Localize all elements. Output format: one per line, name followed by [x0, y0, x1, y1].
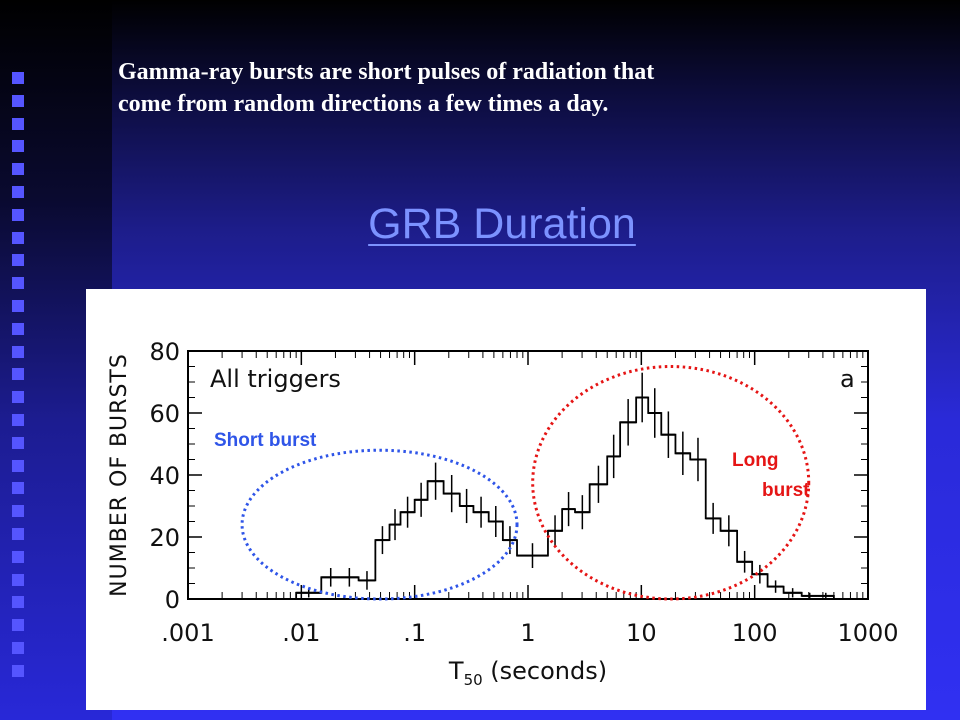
slide-title-text: GRB Duration: [368, 200, 636, 248]
y-tick-label: 20: [149, 524, 180, 552]
decorative-square: [12, 619, 24, 632]
chart-panel: .001 .01 .1 1 10 100 1000 0 20 40 60 80 All triggers…: [86, 289, 926, 710]
decorative-square: [12, 94, 24, 107]
long-burst-ellipse: [531, 365, 811, 601]
highlight-layer: [240, 365, 811, 601]
histogram-bar: [276, 598, 297, 600]
decorative-square: [12, 482, 24, 495]
x-tick-label: .01: [282, 619, 320, 647]
decorative-square: [12, 642, 24, 654]
histogram-bar: [211, 598, 257, 600]
decorative-square: [12, 596, 24, 609]
axes-layer: [187, 350, 869, 600]
decorative-square: [12, 254, 24, 267]
decorative-square: [12, 664, 24, 677]
x-axis-label: T50 (seconds): [448, 657, 607, 689]
short-burst-label: Short burst: [214, 430, 317, 451]
x-tick-label: 100: [732, 619, 778, 647]
histogram-layer: [188, 396, 851, 600]
histogram-bar: [188, 598, 212, 600]
decorative-square: [12, 163, 24, 176]
long-burst-label-line1: Long: [732, 450, 778, 471]
decorative-square: [12, 300, 24, 312]
decorative-square: [12, 391, 24, 404]
decorative-square: [12, 117, 24, 130]
decorative-square: [12, 436, 24, 449]
x-tick-label: 10: [626, 619, 657, 647]
y-tick-label: 80: [149, 338, 180, 366]
decorative-square: [12, 277, 24, 290]
grb-duration-histogram: .001 .01 .1 1 10 100 1000 0 20 40 60 80 All triggers…: [107, 338, 899, 689]
y-tick-label: 60: [149, 400, 180, 428]
x-tick-label: 1: [520, 619, 535, 647]
y-axis-label: NUMBER OF BURSTS: [107, 353, 132, 597]
histogram-step-line: [188, 396, 851, 600]
panel-label: All triggers: [210, 365, 341, 393]
labels-layer: .001 .01 .1 1 10 100 1000 0 20 40 60 80 All triggers…: [107, 338, 899, 689]
decorative-square: [12, 208, 24, 221]
decorative-square: [12, 459, 24, 472]
decorative-square: [12, 140, 24, 153]
decorative-square: [12, 72, 24, 84]
long-burst-label-line2: burst: [762, 480, 810, 501]
slide-subtitle: Gamma-ray bursts are short pulses of rad…: [118, 56, 878, 120]
decorative-square: [12, 345, 24, 358]
decorative-square: [12, 414, 24, 426]
y-tick-label: 0: [165, 586, 180, 614]
error-bars-layer: [307, 372, 827, 599]
histogram-bar: [256, 598, 277, 600]
decorative-square: [12, 368, 24, 381]
decorative-square: [12, 573, 24, 586]
histogram-bar: [833, 598, 851, 600]
short-burst-ellipse: [240, 448, 519, 601]
decorative-square: [12, 528, 24, 540]
decorative-square: [12, 186, 24, 198]
decorative-square: [12, 322, 24, 335]
decorative-square: [12, 550, 24, 563]
x-tick-label: 1000: [837, 619, 898, 647]
decorative-square: [12, 505, 24, 518]
x-tick-label: .001: [161, 619, 214, 647]
slide-title: GRB Duration: [0, 196, 960, 252]
y-tick-label: 40: [149, 462, 180, 490]
subtitle-line-1: Gamma-ray bursts are short pulses of rad…: [118, 59, 655, 85]
x-tick-label: .1: [403, 619, 426, 647]
decorative-square: [12, 231, 24, 244]
subtitle-line-2: come from random directions a few times …: [118, 91, 609, 117]
panel-letter: a: [840, 365, 855, 393]
